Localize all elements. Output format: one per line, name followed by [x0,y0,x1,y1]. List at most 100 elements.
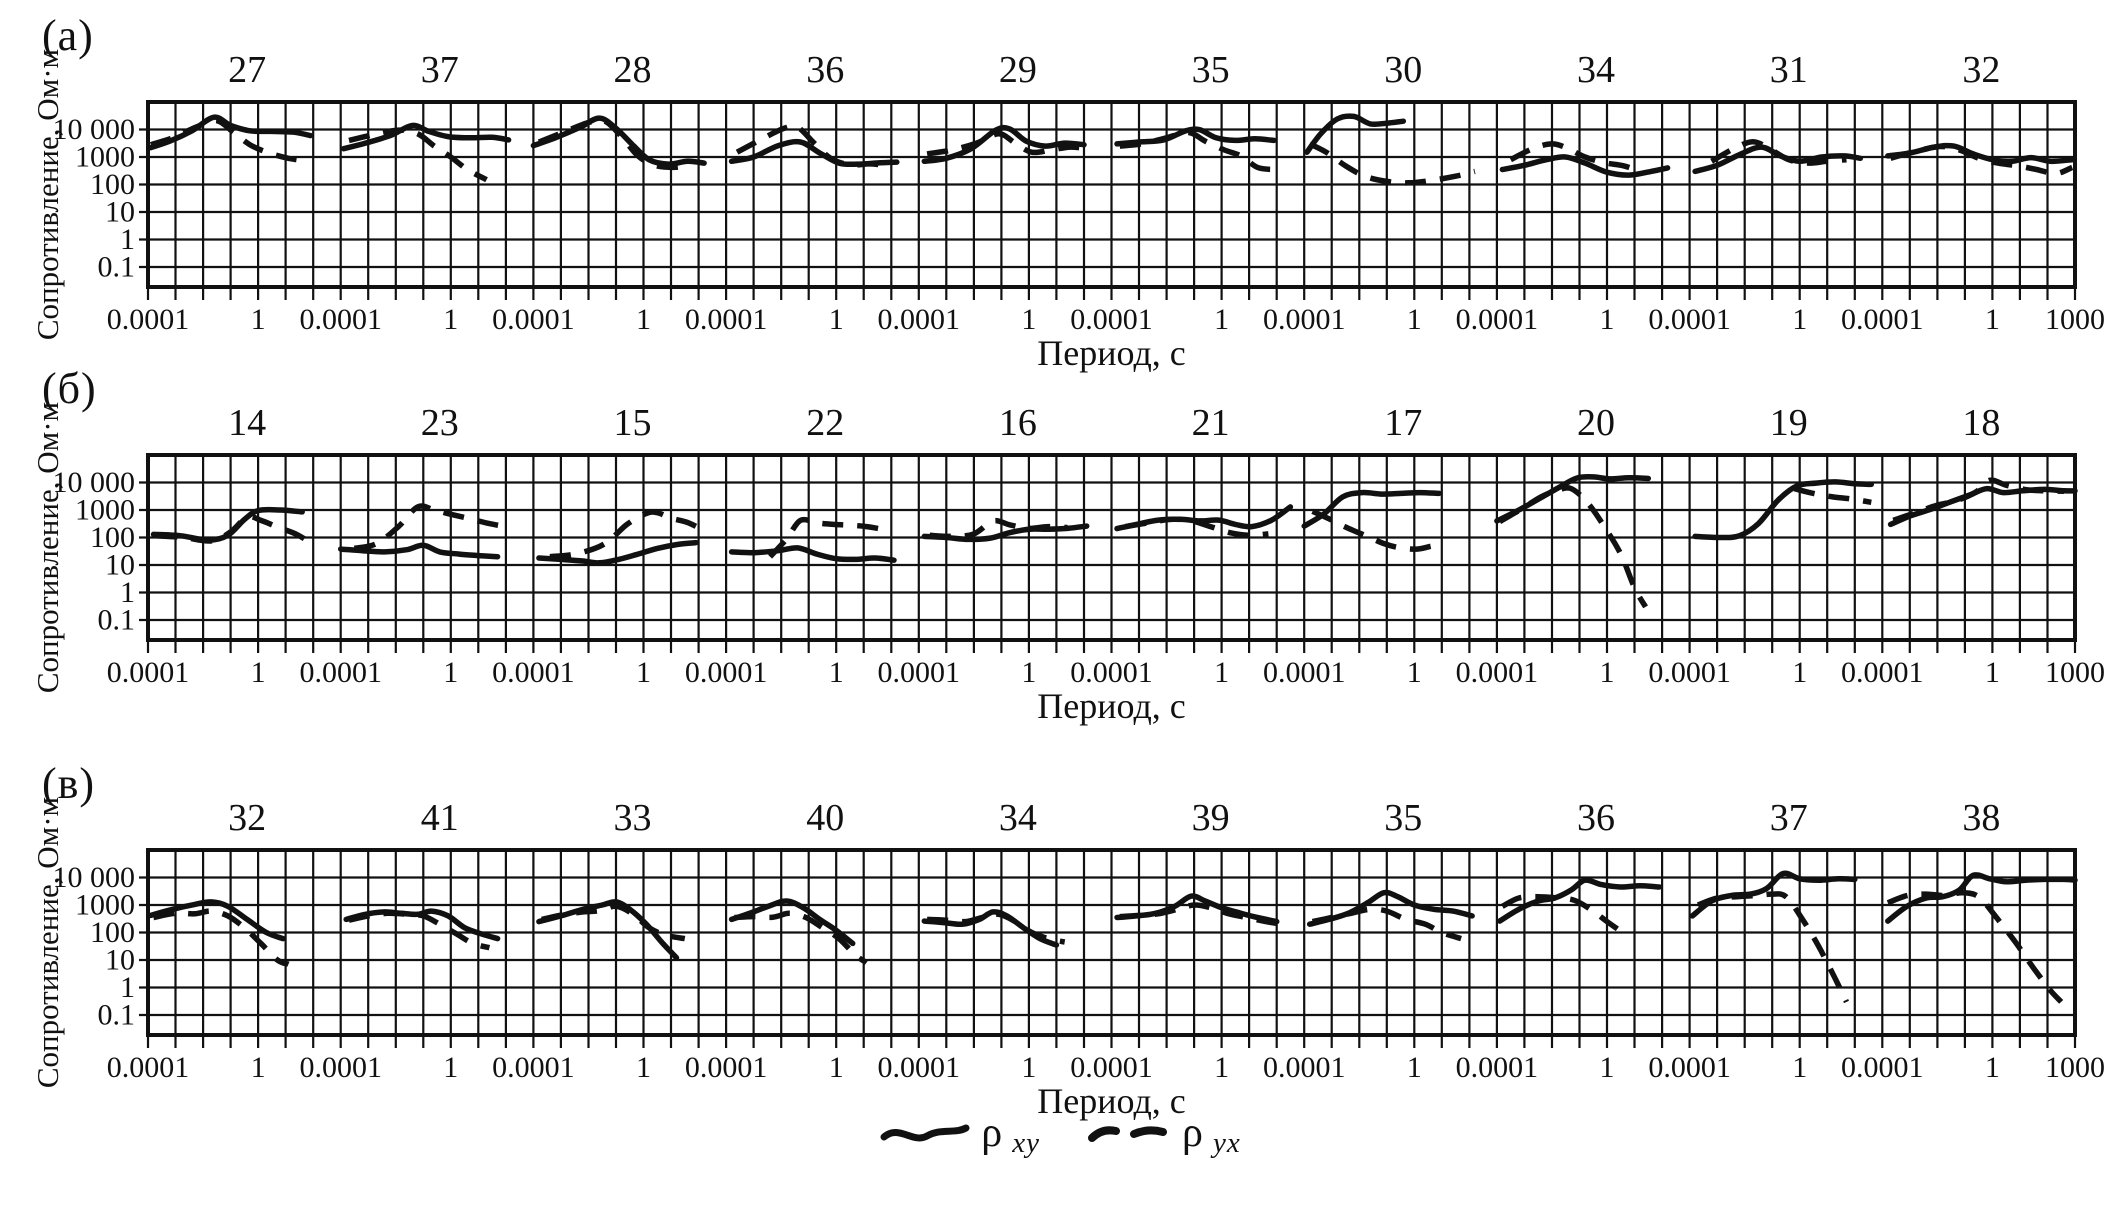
x-tick-label: 0.0001 [1456,656,1539,689]
rho-yx-curve [1710,138,1847,166]
y-tick-label: 100 [90,521,135,554]
station-label: 15 [614,402,652,444]
x-tick-label: 1000 [2045,656,2105,689]
x-tick-label: 1 [443,656,458,689]
x-tick-label: 0.0001 [878,303,961,336]
rho-yx-curve [927,911,1066,945]
rho-xy-curve [728,138,900,168]
station-label: 27 [228,49,266,91]
station-label: 23 [421,402,459,444]
x-tick-label: 0.0001 [878,656,961,689]
rho-yx-curve [735,123,887,169]
rho-xy-curve [921,124,1087,165]
x-tick-label: 1 [1021,303,1036,336]
station-label: 37 [1770,797,1808,839]
x-tick-label: 1 [1600,1051,1615,1084]
y-axis-title: Сопротивление, Ом·м [30,49,65,340]
rho-yx-curve [768,516,887,559]
station-label: 19 [1770,402,1808,444]
y-axis-title: Сопротивление, Ом·м [30,402,65,693]
station-label: 33 [614,797,652,839]
rho-yx-curve [541,903,686,942]
station-label: 35 [1192,49,1230,91]
y-tick-label: 10 [105,549,135,582]
grid-border [146,848,2077,1037]
x-tick-label: 0.0001 [1648,303,1731,336]
y-tick-label: 10 000 [53,861,136,894]
rho-xy-curve [1885,142,2075,165]
station-label: 38 [1962,797,2000,839]
x-tick-label: 1 [443,1051,458,1084]
x-tick-label: 0.0001 [1648,1051,1731,1084]
station-label: 31 [1770,49,1808,91]
x-tick-label: 0.0001 [492,303,575,336]
station-label: 29 [999,49,1037,91]
x-tick-label: 1 [1021,1051,1036,1084]
x-tick-label: 0.0001 [299,303,382,336]
station-label: 34 [1577,49,1615,91]
x-tick-label: 0.0001 [1263,656,1346,689]
legend-item-rho-yx: ρ yx [1086,1110,1241,1159]
x-tick-label: 0.0001 [107,656,190,689]
legend-label-rho-yx: ρ [1182,1110,1203,1156]
y-tick-label: 10 000 [53,113,136,146]
y-tick-label: 10 [105,196,135,229]
x-tick-label: 1 [1600,656,1615,689]
station-label: 35 [1384,797,1422,839]
rho-yx-curve [1793,485,1872,506]
y-tick-label: 1 [120,971,135,1004]
station-label: 41 [421,797,459,839]
rho-xy-curve [1114,893,1280,925]
dashed-line-sample-icon [1088,1126,1167,1142]
y-axis-title: Сопротивление, Ом·м [30,797,65,1088]
x-tick-label: 0.0001 [1841,1051,1924,1084]
rho-xy-curve [148,114,314,151]
x-tick-label: 1 [1985,303,2000,336]
x-tick-label: 1 [1792,1051,1807,1084]
x-tick-label: 0.0001 [492,1051,575,1084]
x-axis-title: Период, с [1037,686,1186,726]
station-label: 32 [228,797,266,839]
x-tick-label: 1 [1985,1051,2000,1084]
rho-yx-curve [348,127,488,183]
rho-xy-curve [728,545,897,563]
x-axis-title: Период, с [1037,1081,1186,1121]
x-tick-label: 1 [829,656,844,689]
rho-yx-curve [149,117,309,165]
station-label: 18 [1962,402,2000,444]
station-label: 37 [421,49,459,91]
x-tick-label: 0.0001 [1456,1051,1539,1084]
rho-yx-curve [1509,141,1641,174]
x-tick-label: 1000 [2045,1051,2105,1084]
rho-yx-curve [537,117,691,171]
station-label: 17 [1384,402,1422,444]
rho-xy-curve [1496,877,1663,924]
rho-yx-curve [152,908,290,967]
rho-xy-curve [148,899,286,942]
rho-xy-curve [536,899,680,961]
rho-yx-curve [1311,508,1432,552]
x-tick-label: 1 [1214,1051,1229,1084]
x-tick-label: 0.0001 [1070,303,1153,336]
x-tick-label: 1 [1985,656,2000,689]
x-tick-label: 1 [1214,303,1229,336]
station-label: 34 [999,797,1037,839]
y-tick-label: 1000 [75,494,135,527]
rho-yx-curve [348,910,491,951]
x-tick-label: 1 [636,656,651,689]
x-tick-label: 0.0001 [1263,1051,1346,1084]
y-tick-label: 100 [90,168,135,201]
y-tick-label: 10 000 [53,466,136,499]
rho-yx-curve [734,910,869,965]
x-tick-label: 1 [443,303,458,336]
rho-xy-curve [1885,872,2078,924]
rho-xy-curve [1689,870,1858,919]
y-tick-label: 0.1 [98,604,136,637]
legend: ρ xy ρ yx [690,1110,1430,1159]
y-tick-label: 100 [90,916,135,949]
rho-yx-curve [1119,902,1283,927]
legend-label-rho-xy: ρ [981,1110,1003,1156]
station-label: 39 [1192,797,1230,839]
x-tick-label: 0.0001 [1456,303,1539,336]
